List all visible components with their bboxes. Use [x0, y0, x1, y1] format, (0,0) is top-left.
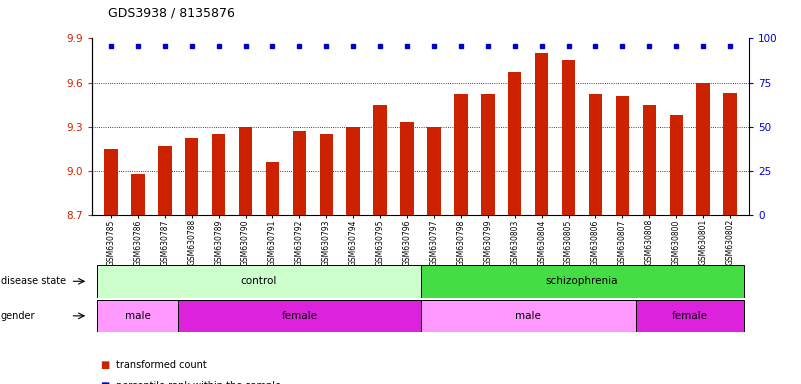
Bar	[98, 300, 179, 332]
Bar	[421, 265, 743, 298]
Bar	[266, 162, 280, 215]
Bar	[481, 94, 494, 215]
Bar	[104, 149, 118, 215]
Bar	[642, 105, 656, 215]
Bar	[158, 146, 171, 215]
Bar	[589, 94, 602, 215]
Text: transformed count: transformed count	[116, 360, 207, 370]
Bar	[212, 134, 225, 215]
Text: GDS3938 / 8135876: GDS3938 / 8135876	[108, 6, 235, 19]
Bar	[562, 61, 575, 215]
Bar	[98, 265, 421, 298]
Bar	[347, 127, 360, 215]
Text: ■: ■	[100, 381, 110, 384]
Text: male: male	[125, 311, 151, 321]
Bar	[723, 93, 737, 215]
Text: gender: gender	[1, 311, 35, 321]
Bar	[508, 72, 521, 215]
Text: ■: ■	[100, 360, 110, 370]
Text: female: female	[672, 311, 708, 321]
Text: percentile rank within the sample: percentile rank within the sample	[116, 381, 281, 384]
Bar	[670, 115, 683, 215]
Bar	[400, 122, 414, 215]
Bar	[239, 127, 252, 215]
Bar	[696, 83, 710, 215]
Text: schizophrenia: schizophrenia	[545, 276, 618, 286]
Bar	[131, 174, 145, 215]
Bar	[373, 105, 387, 215]
Bar	[636, 300, 743, 332]
Bar	[292, 131, 306, 215]
Bar	[535, 53, 549, 215]
Bar	[427, 127, 441, 215]
Text: control: control	[241, 276, 277, 286]
Bar	[185, 139, 199, 215]
Bar	[421, 300, 636, 332]
Bar	[179, 300, 421, 332]
Bar	[320, 134, 333, 215]
Bar	[616, 96, 629, 215]
Text: female: female	[281, 311, 317, 321]
Text: male: male	[515, 311, 541, 321]
Bar	[454, 94, 468, 215]
Text: disease state: disease state	[1, 276, 66, 286]
